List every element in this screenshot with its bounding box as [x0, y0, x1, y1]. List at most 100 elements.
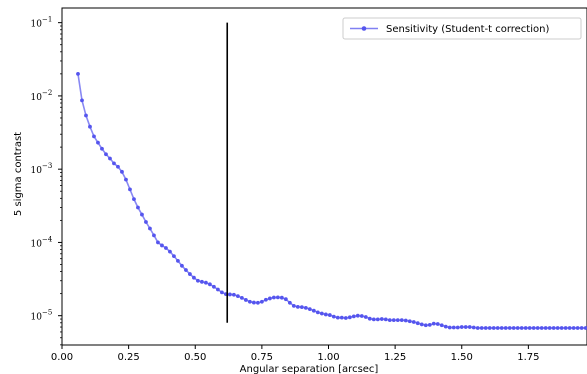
- data-point: [579, 326, 584, 330]
- data-point: [387, 318, 392, 323]
- data-point: [479, 326, 484, 330]
- data-point: [315, 310, 320, 315]
- data-point: [359, 314, 364, 318]
- data-point: [467, 325, 472, 329]
- data-point: [531, 326, 536, 330]
- data-point: [347, 315, 352, 320]
- data-point: [283, 297, 288, 302]
- data-point: [164, 246, 168, 250]
- data-point: [180, 263, 184, 268]
- data-point: [419, 322, 424, 327]
- data-point: [96, 140, 100, 145]
- data-point: [507, 326, 512, 330]
- data-point: [435, 322, 440, 326]
- data-point: [443, 324, 448, 329]
- data-point: [451, 325, 456, 330]
- plot-frame: [61, 7, 587, 346]
- data-point: [212, 284, 216, 289]
- data-point: [235, 294, 240, 299]
- x-tick-label: 0.50: [184, 352, 206, 363]
- x-axis-label: Angular separation [arcsec]: [240, 364, 379, 374]
- y-tick-label: 10: [31, 313, 43, 323]
- data-point: [160, 243, 164, 248]
- data-point: [399, 318, 404, 323]
- data-point: [431, 321, 436, 326]
- data-point: [403, 318, 408, 323]
- sensitivity-curve-layer: [76, 71, 587, 330]
- y-tick-exponent: −1: [42, 16, 52, 24]
- data-point: [255, 300, 260, 305]
- plot-area: [61, 7, 587, 346]
- data-point: [263, 297, 268, 302]
- data-point: [136, 205, 140, 210]
- data-point: [499, 326, 504, 330]
- data-point: [156, 240, 160, 245]
- data-point: [311, 308, 316, 313]
- data-point: [168, 249, 172, 254]
- data-point: [427, 322, 432, 327]
- data-point: [152, 233, 156, 238]
- data-point: [247, 299, 252, 304]
- data-point: [299, 305, 304, 309]
- data-point: [208, 282, 212, 287]
- data-point: [459, 325, 464, 329]
- data-point: [259, 299, 264, 304]
- data-point: [227, 292, 232, 297]
- data-point: [343, 316, 348, 320]
- y-tick-label: 10: [31, 93, 43, 103]
- data-point: [511, 326, 516, 330]
- sensitivity-line: [77, 73, 586, 329]
- data-point: [88, 124, 92, 129]
- data-point: [495, 326, 500, 330]
- y-tick-label: 10: [31, 239, 43, 249]
- y-tick-exponent: −4: [42, 235, 53, 243]
- x-tick-label: 1.50: [451, 352, 473, 363]
- data-point: [192, 275, 196, 280]
- data-point: [319, 311, 324, 316]
- data-point: [567, 326, 572, 330]
- data-point: [375, 317, 380, 322]
- data-point: [184, 268, 188, 272]
- data-point: [120, 169, 124, 174]
- data-point: [128, 187, 132, 192]
- data-point: [463, 325, 468, 329]
- data-point: [395, 318, 400, 323]
- data-point: [216, 287, 220, 292]
- data-point: [243, 298, 248, 302]
- data-point: [303, 305, 308, 310]
- y-tick-exponent: −2: [42, 89, 52, 97]
- x-tick-label: 1.25: [384, 352, 406, 363]
- data-point: [275, 295, 280, 300]
- data-point: [132, 197, 136, 202]
- data-point: [563, 326, 568, 330]
- data-point: [391, 318, 396, 323]
- data-point: [287, 300, 292, 305]
- y-tick-label: 10: [31, 20, 43, 30]
- data-point: [475, 326, 480, 330]
- data-point: [327, 313, 332, 317]
- y-tick-label: 10: [31, 166, 43, 176]
- data-point: [471, 325, 476, 330]
- data-point: [551, 326, 556, 330]
- data-point: [535, 326, 540, 330]
- data-point: [547, 326, 552, 330]
- legend-box: [342, 17, 582, 40]
- data-point: [279, 295, 284, 300]
- x-tick-label: 1.75: [517, 352, 539, 363]
- data-point: [92, 134, 96, 139]
- data-point: [559, 326, 564, 330]
- data-point: [188, 272, 192, 276]
- data-point: [455, 325, 460, 330]
- data-point: [415, 321, 420, 326]
- data-point: [100, 146, 104, 151]
- data-point: [519, 326, 524, 330]
- data-point: [204, 280, 208, 285]
- data-point: [108, 156, 112, 161]
- data-point: [339, 315, 344, 320]
- data-point: [575, 326, 580, 330]
- data-point: [371, 317, 376, 322]
- data-point: [407, 319, 412, 324]
- y-tick-exponent: −5: [42, 309, 52, 317]
- data-point: [112, 161, 116, 166]
- data-point: [104, 152, 108, 157]
